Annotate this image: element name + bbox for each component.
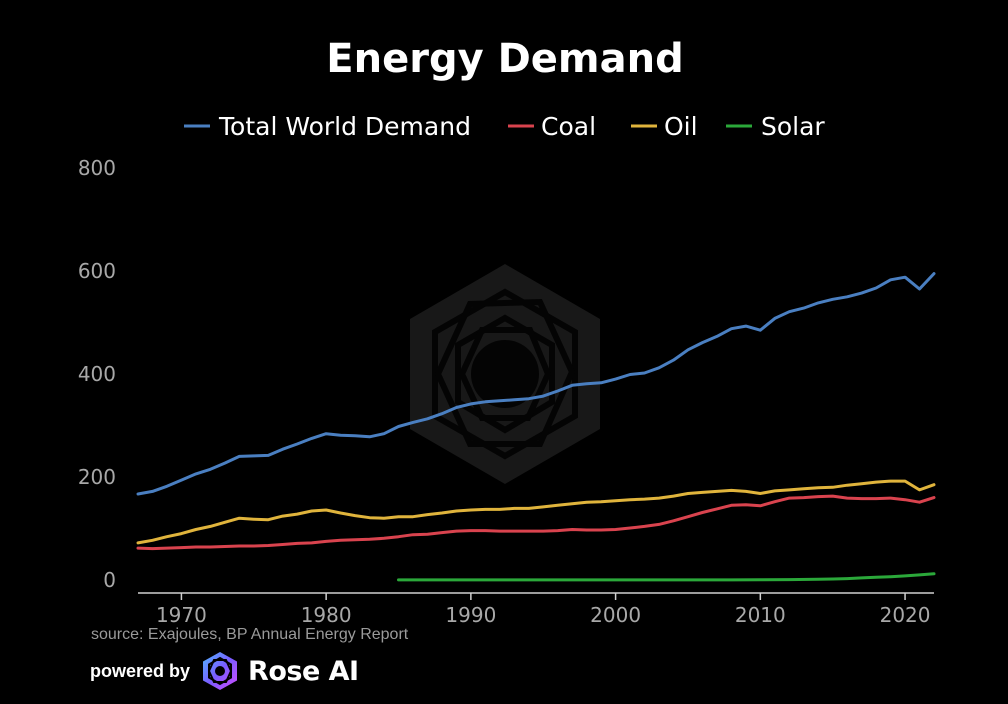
y-tick-label: 800 — [78, 156, 116, 180]
y-axis: 0 200 400 600 800 — [78, 156, 116, 592]
legend-label-oil: Oil — [664, 112, 698, 141]
rose-ai-logo-icon — [203, 652, 238, 690]
x-tick-label: 1990 — [445, 603, 496, 627]
y-tick-label: 0 — [103, 568, 116, 592]
x-tick-label: 2020 — [880, 603, 931, 627]
powered-by-label: powered by — [90, 660, 191, 681]
series-line-oil — [136, 479, 936, 545]
legend-label-total-world-demand: Total World Demand — [218, 112, 471, 141]
legend: Total World Demand Coal Oil Solar — [184, 112, 825, 141]
x-tick-label: 1980 — [301, 603, 352, 627]
chart-title: Energy Demand — [326, 36, 683, 82]
series-line-solar — [397, 572, 936, 582]
series-line-coal — [136, 494, 936, 551]
y-tick-label: 400 — [78, 362, 116, 386]
x-tick-label: 1970 — [156, 603, 207, 627]
brand-name: Rose AI — [248, 655, 359, 687]
x-tick-label: 2000 — [590, 603, 641, 627]
watermark-logo-icon — [410, 264, 600, 484]
y-tick-label: 200 — [78, 465, 116, 489]
y-tick-label: 600 — [78, 259, 116, 283]
x-tick-label: 2010 — [735, 603, 786, 627]
source-note: source: Exajoules, BP Annual Energy Repo… — [91, 626, 409, 643]
series-lines — [136, 272, 936, 582]
legend-label-coal: Coal — [541, 112, 596, 141]
powered-by-footer: powered by Rose AI — [90, 650, 359, 692]
series-line-total-world-demand — [136, 272, 936, 496]
x-axis: 1970 1980 1990 2000 2010 2020 — [156, 593, 931, 627]
legend-label-solar: Solar — [761, 112, 825, 141]
